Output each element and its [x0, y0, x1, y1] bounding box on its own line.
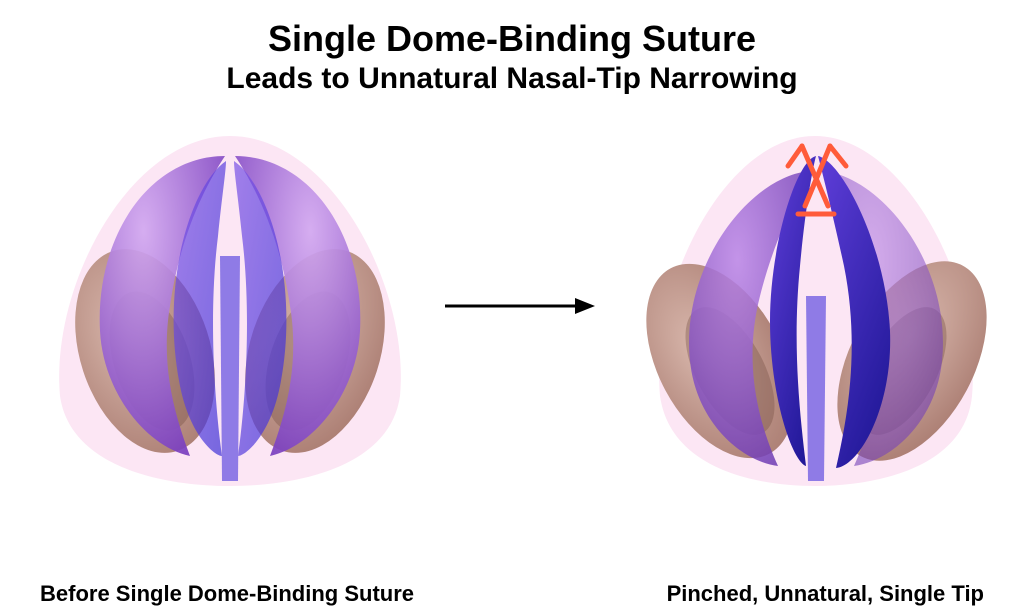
nose-after-icon [620, 116, 1000, 496]
arrow-icon [440, 286, 600, 326]
columella [220, 256, 240, 481]
page-title: Single Dome-Binding Suture [0, 18, 1024, 60]
diagram-stage [0, 116, 1024, 536]
title-block: Single Dome-Binding Suture Leads to Unna… [0, 0, 1024, 96]
transition-arrow [440, 286, 600, 326]
panel-before [40, 116, 420, 496]
nose-before-icon [40, 116, 420, 496]
page-subtitle: Leads to Unnatural Nasal-Tip Narrowing [0, 62, 1024, 96]
panel-after [620, 116, 1000, 496]
columella [806, 296, 826, 481]
caption-after: Pinched, Unnatural, Single Tip [667, 581, 984, 607]
caption-before: Before Single Dome-Binding Suture [40, 581, 414, 607]
